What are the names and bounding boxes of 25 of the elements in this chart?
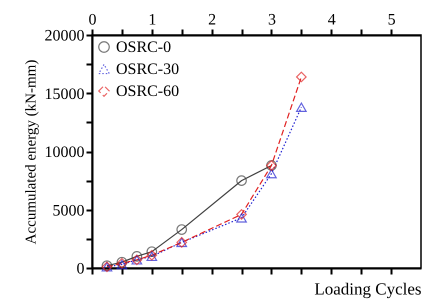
y-axis-title: Accumulated energy (kN-mm) <box>24 60 40 244</box>
point <box>132 251 142 262</box>
point <box>176 224 188 235</box>
y-tick-label: 15000 <box>44 86 84 103</box>
y-tick-label: 0 <box>76 260 84 278</box>
point <box>236 209 247 220</box>
point <box>236 175 247 186</box>
y-tick-label: 20000 <box>44 28 84 44</box>
x-tick-label: 1 <box>148 12 156 28</box>
point <box>236 213 247 223</box>
legend-label: OSRC-60 <box>116 83 180 100</box>
x-tick-label: 4 <box>328 12 336 28</box>
point <box>296 102 307 112</box>
point <box>266 168 277 178</box>
x-axis-title: Loading Cycles <box>314 280 422 298</box>
y-tick-label: 10000 <box>44 144 84 161</box>
x-tick-label: 5 <box>388 12 396 28</box>
point <box>146 246 158 258</box>
y-tick-label: 5000 <box>52 202 84 220</box>
point <box>296 72 307 82</box>
x-tick-label: 0 <box>88 12 96 28</box>
x-tick-label: 2 <box>208 12 216 28</box>
legend-label: OSRC-30 <box>116 61 180 78</box>
legend-label: OSRC-0 <box>116 39 172 56</box>
x-tick-label: 3 <box>268 12 276 28</box>
